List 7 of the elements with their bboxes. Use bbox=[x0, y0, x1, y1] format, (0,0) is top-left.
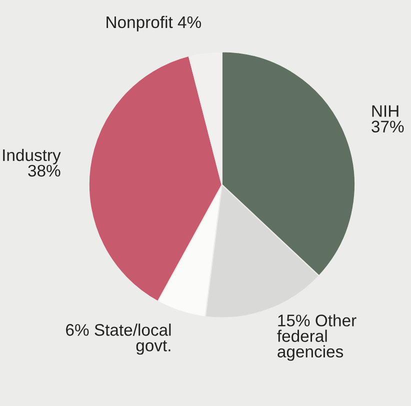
slice-label: Nonprofit 4% bbox=[106, 16, 201, 32]
slice-label: Industry bbox=[3, 148, 61, 164]
slice-label: 6% State/local govt. bbox=[66, 324, 171, 355]
data-label: 38% bbox=[28, 164, 60, 177]
data-label: 37% bbox=[372, 120, 404, 132]
slice-label: 15% Other federal agencies bbox=[277, 314, 356, 361]
slice-label: NIH bbox=[372, 105, 398, 117]
